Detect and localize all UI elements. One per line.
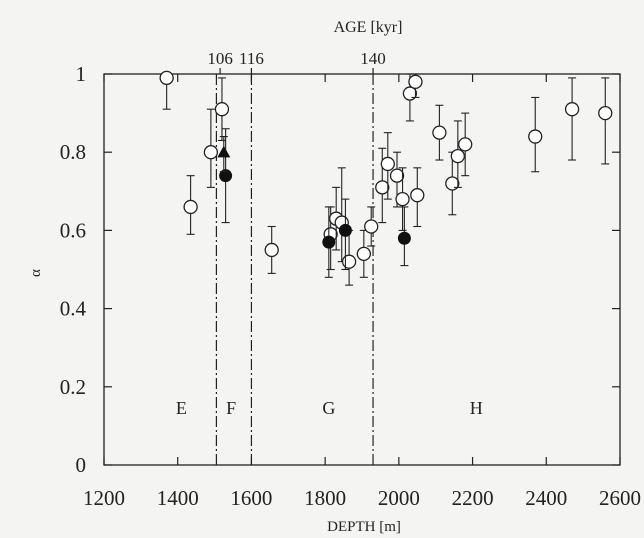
filled-circle-point [338, 223, 352, 237]
open-circle-point [159, 70, 174, 86]
data-points [159, 70, 613, 286]
zone-labels: E F G H [176, 398, 483, 418]
open-circle-point [389, 168, 405, 183]
x-tick-label: 2000 [378, 486, 420, 510]
open-circle-point [203, 145, 219, 160]
x-tick-label: 2200 [452, 486, 494, 510]
filled-triangle-point [217, 145, 231, 158]
x-tick-label: 2600 [599, 486, 641, 510]
zone-label-g: G [322, 398, 335, 418]
open-circle-point [432, 125, 447, 140]
open-circle-point [598, 105, 613, 121]
open-circle-point [380, 156, 395, 172]
open-circle-point [408, 74, 423, 89]
open-circle-point [395, 191, 410, 207]
x-axis-title: DEPTH [m] [327, 519, 401, 535]
open-circle-point [375, 180, 390, 195]
open-circle-point [264, 242, 279, 258]
open-circle-point [214, 102, 230, 117]
y-tick-label: 0.8 [60, 140, 86, 164]
open-circle-point [341, 254, 357, 269]
filled-circle-point [322, 235, 336, 249]
filled-circle-point [219, 169, 233, 183]
open-circle-point [528, 129, 543, 144]
axis-ticks: 1200 1400 1600 1800 2000 2200 2400 2600 0 0.2 0.4 0… [60, 49, 641, 510]
open-circle-point [183, 199, 198, 215]
age-tick-label: 116 [239, 49, 264, 68]
zone-boundaries [215, 74, 374, 465]
zone-label-e: E [176, 398, 187, 418]
top-axis-title: AGE [kyr] [334, 19, 403, 36]
age-tick-label: 140 [360, 49, 386, 68]
x-tick-label: 2400 [525, 486, 567, 510]
open-circle-point [458, 137, 473, 152]
x-tick-label: 1800 [304, 486, 346, 510]
x-tick-label: 1400 [157, 486, 199, 510]
y-tick-label: 0.6 [60, 218, 86, 242]
open-circle-point [445, 176, 460, 191]
y-tick-label: 0.4 [60, 297, 87, 321]
plot-frame [103, 73, 621, 466]
open-circle-point [402, 86, 418, 101]
open-circle-point [410, 188, 425, 203]
open-circle-point [450, 148, 465, 164]
x-tick-label: 1600 [230, 486, 272, 510]
y-tick-label: 0.2 [60, 375, 86, 399]
filled-circle-point [397, 231, 411, 245]
y-tick-label: 0 [76, 453, 87, 477]
plot-border [103, 73, 621, 466]
open-circle-point [356, 246, 371, 262]
open-circle-point [564, 102, 580, 117]
x-tick-label: 1200 [83, 486, 125, 510]
zone-label-f: F [226, 398, 236, 418]
open-circle-point [364, 219, 379, 234]
age-tick-label: 106 [207, 49, 233, 68]
zone-label-h: H [470, 398, 483, 418]
y-axis-title: α [28, 269, 44, 277]
y-tick-label: 1 [76, 62, 87, 86]
